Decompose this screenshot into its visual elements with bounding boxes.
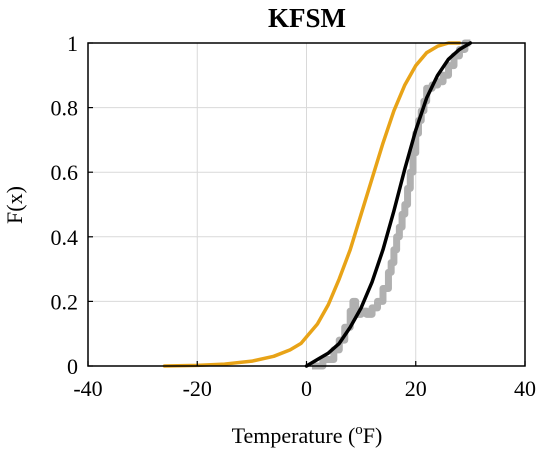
x-tick-label: 40 [514,376,536,401]
x-tick-label: -20 [183,376,212,401]
y-tick-label: 0.2 [51,289,79,314]
y-axis-label: F(x) [2,186,27,224]
y-tick-label: 0.6 [51,160,79,185]
x-tick-label: 20 [405,376,427,401]
grid [87,42,526,367]
y-tick-label: 0.8 [51,96,79,121]
x-ticks: -40 -20 0 20 40 [73,361,536,401]
fitted-cdf-line [304,41,473,368]
x-tick-label: -40 [73,376,102,401]
forecast-cdf-line [162,41,462,368]
empirical-cdf-line [311,39,471,370]
y-ticks: 0 0.2 0.4 0.6 0.8 1 [51,31,93,379]
x-axis-label-main: Temperature ( [232,423,356,448]
y-tick-label: 1 [67,31,78,56]
x-axis-label-superscript: o [355,422,363,438]
x-axis-label: Temperature (oF) [232,422,383,448]
chart-title: KFSM [268,3,346,33]
y-tick-label: 0 [67,354,78,379]
x-axis-label-tail: F) [363,423,383,448]
y-tick-label: 0.4 [51,225,79,250]
series-group [162,39,473,370]
x-tick-label: 0 [301,376,312,401]
